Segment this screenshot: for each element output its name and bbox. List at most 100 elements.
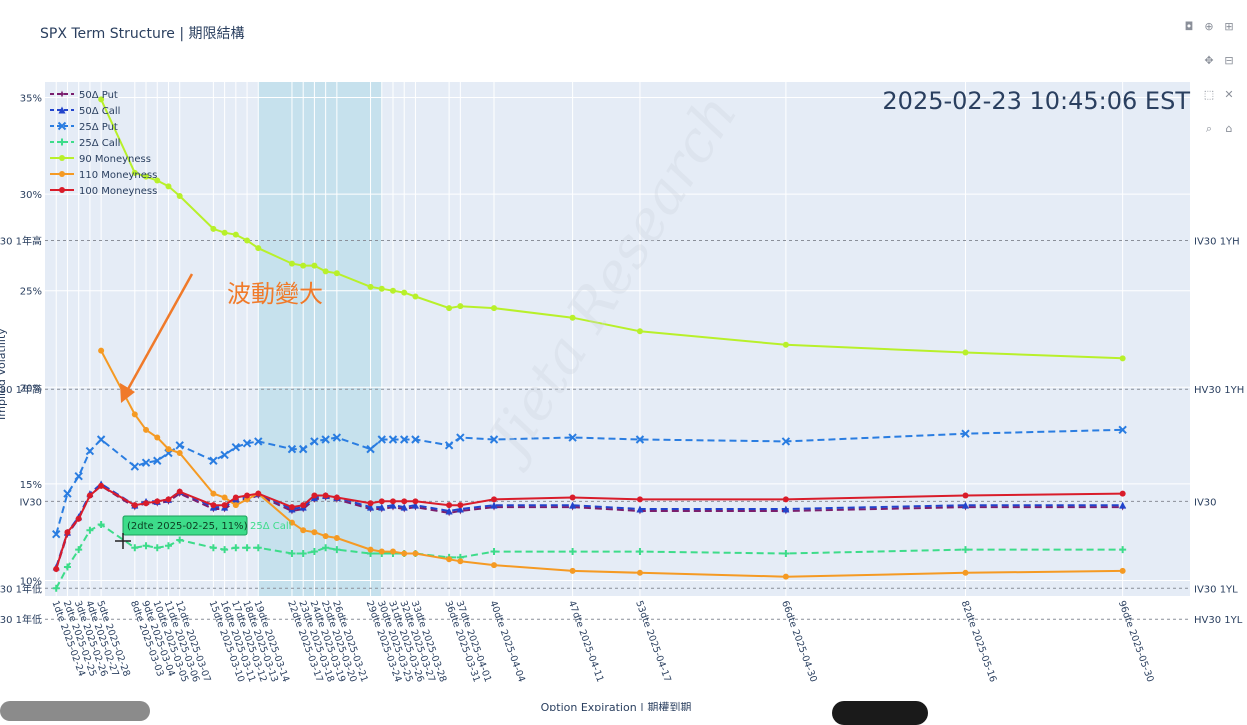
plot-area[interactable]: 10% 15% 20% 25% 30% 35% IV30 1年高 IV30 1YH HV30 1… [0, 82, 1244, 684]
data-point [299, 549, 307, 557]
data-point [962, 569, 969, 576]
data-point [377, 435, 386, 444]
camera-icon[interactable]: ◘ [1184, 20, 1194, 33]
data-point [1119, 567, 1126, 574]
data-point [636, 505, 644, 513]
legend-entry: 110 Moneyness [79, 170, 157, 181]
data-point [288, 504, 295, 511]
data-point [636, 569, 643, 576]
reference-label-right: HV30 1YL [1194, 615, 1243, 626]
data-point [143, 500, 150, 507]
data-point [569, 494, 576, 501]
data-point [254, 544, 262, 552]
box-select-icon[interactable]: ⬚ [1203, 88, 1215, 101]
data-point [961, 429, 970, 438]
reference-label-right: IV30 [1194, 497, 1217, 508]
overlay-pill-right [832, 701, 928, 725]
data-point [244, 237, 251, 244]
data-point [232, 544, 240, 552]
data-point [1119, 355, 1126, 362]
data-point [490, 548, 498, 556]
data-point [153, 544, 161, 552]
reference-label-left: IV30 1年低 [0, 582, 42, 595]
data-point [1118, 425, 1127, 435]
annotation-arrowhead [120, 383, 135, 403]
modebar: ◘ ⊕ ⊞ ✥ ⊟ ⬚ ✕ ⌕ ⌂ [1180, 18, 1246, 148]
data-point [209, 544, 217, 552]
lasso-icon[interactable]: ⌕ [1205, 122, 1213, 135]
data-point [288, 260, 295, 267]
data-point [57, 121, 67, 131]
data-point [58, 90, 66, 98]
data-point [781, 437, 791, 446]
data-point [782, 549, 790, 557]
data-point [378, 498, 385, 505]
legend-entry: 25Δ Put [79, 122, 118, 133]
pan-icon[interactable]: ✥ [1204, 54, 1214, 67]
annotation-arrow [125, 273, 194, 392]
y-tick-label: 15% [20, 480, 42, 491]
data-point [332, 433, 342, 442]
data-point [321, 435, 330, 444]
data-point [63, 489, 72, 498]
data-point [1119, 546, 1127, 554]
tooltip-text: (2dte 2025-02-25, 11%) [127, 521, 248, 532]
data-point [154, 434, 161, 441]
overlay-pill-left [0, 701, 150, 721]
data-point [142, 542, 150, 550]
data-point [98, 96, 105, 103]
data-point [491, 305, 498, 312]
reference-label-left: HV30 1年高 [0, 383, 42, 396]
reference-label-right: IV30 1YL [1194, 584, 1238, 595]
data-point [378, 285, 385, 292]
autoscale-icon[interactable]: ✕ [1224, 88, 1234, 101]
x-tick-label: 47dte 2025-04-11 [566, 599, 606, 684]
zoom-out-icon[interactable]: ⊟ [1224, 54, 1234, 67]
data-point [143, 173, 150, 180]
data-point [288, 519, 295, 526]
chart-title: SPX Term Structure | 期限結構 [40, 26, 245, 42]
data-point [569, 567, 576, 574]
tooltip-series: 25Δ Call [250, 521, 291, 532]
data-point [444, 441, 454, 450]
data-point [176, 536, 184, 544]
y-axis-title: Implied Volatility [0, 328, 8, 420]
data-point [961, 501, 969, 509]
data-point [491, 562, 498, 569]
zoom-icon[interactable]: ⊕ [1204, 20, 1214, 33]
data-point [366, 444, 375, 454]
y-tick-label: 35% [20, 93, 42, 104]
data-point [333, 535, 340, 542]
data-point [59, 155, 65, 161]
y-tick-label: 20% [20, 383, 42, 394]
data-point [300, 527, 307, 534]
data-point [569, 314, 576, 321]
reference-label-left: IV30 1年高 [0, 234, 42, 247]
data-point [367, 500, 374, 507]
x-axis-title: Option Expiration | 期權到期 [541, 701, 692, 711]
data-point [86, 526, 94, 534]
x-tick-label: 66dte 2025-04-30 [779, 599, 819, 684]
data-point [221, 546, 229, 554]
data-point [130, 462, 140, 471]
data-point [232, 502, 239, 509]
data-point [412, 498, 419, 505]
data-point [131, 169, 138, 176]
data-point [333, 494, 340, 501]
data-point [288, 549, 296, 557]
data-point [446, 556, 453, 563]
data-point [378, 548, 385, 555]
data-point [412, 293, 419, 300]
data-point [298, 444, 308, 454]
data-point [52, 584, 60, 592]
crosshair-cursor [115, 533, 131, 549]
data-point [64, 529, 71, 536]
zoom-in-icon[interactable]: ⊞ [1224, 20, 1234, 33]
data-point [85, 446, 95, 456]
data-point [388, 435, 398, 444]
legend-entry: 25Δ Call [79, 138, 120, 149]
home-icon[interactable]: ⌂ [1225, 122, 1233, 135]
data-point [310, 437, 319, 446]
data-point [962, 349, 969, 356]
data-point [322, 268, 329, 275]
